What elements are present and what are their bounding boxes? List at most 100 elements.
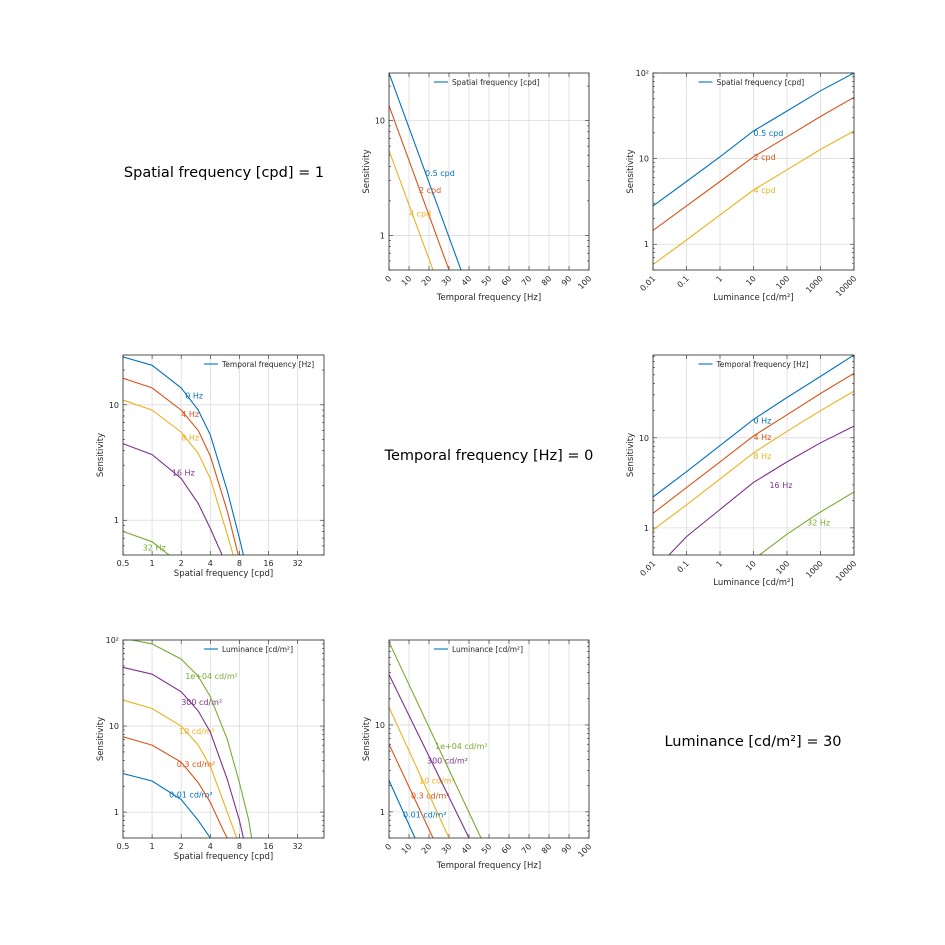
series-line-2 (123, 699, 238, 838)
x-axis-label: Luminance [cd/m²] (713, 293, 793, 303)
series-label: 4 cpd (409, 210, 431, 219)
x-tick-label: 10 (400, 842, 414, 856)
y-tick-label: 10 (639, 434, 649, 443)
y-tick-label: 10 (375, 721, 385, 730)
y-tick-label: 10 (375, 117, 385, 126)
series-label: 32 Hz (143, 544, 166, 553)
x-tick-label: 32 (293, 559, 303, 568)
legend: Luminance [cd/m²] (434, 645, 523, 654)
x-axis-label: Luminance [cd/m²] (713, 578, 793, 588)
x-tick-label: 60 (500, 274, 514, 288)
chart-sens-vs-temporal-1: 0.5 cpd 2 cpd 4 cpd 0 10 20 30 40 50 60 70 80 90 100 1… (362, 72, 593, 303)
y-tick-label: 1 (114, 808, 119, 817)
x-tick-label: 30 (440, 274, 454, 288)
axes-frame (388, 72, 590, 271)
y-tick-label: 1 (644, 524, 649, 533)
x-axis-label: Spatial frequency [cpd] (174, 569, 273, 579)
legend: Temporal frequency [Hz] (204, 360, 314, 369)
series-label: 16 Hz (769, 481, 792, 490)
x-tick-label: 8 (237, 559, 242, 568)
x-tick-label: 10 (400, 274, 414, 288)
x-axis-label: Spatial frequency [cpd] (174, 852, 273, 862)
series-label: 0 Hz (185, 392, 203, 401)
x-tick-label: 1 (714, 559, 724, 569)
series-label: 0.01 cd/m² (169, 791, 213, 800)
x-tick-label: 10000 (834, 559, 858, 583)
x-axis-label: Temporal frequency [Hz] (436, 861, 541, 871)
x-tick-label: 100 (576, 274, 593, 291)
series-line-2 (653, 130, 854, 265)
y-tick-label: 10 (109, 722, 119, 731)
series-label: 10 cd/m² (179, 727, 215, 736)
series-line-3 (389, 674, 470, 838)
fixed-temporal-frequency-label: Temporal frequency [Hz] = 0 (384, 448, 594, 464)
y-tick-label: 1 (644, 240, 649, 249)
y-axis-label: Sensitivity (96, 433, 106, 477)
y-tick-label: 1 (380, 231, 385, 240)
series-label: 1e+04 cd/m² (435, 742, 488, 751)
series-line-4 (129, 640, 253, 838)
x-tick-label: 100 (774, 559, 791, 576)
x-tick-label: 100 (774, 274, 791, 291)
y-axis-label: Sensitivity (626, 433, 636, 477)
x-tick-label: 10 (744, 559, 758, 573)
series-label: 0.3 cd/m² (177, 760, 215, 769)
x-tick-label: 0.1 (676, 559, 691, 574)
x-tick-label: 16 (263, 842, 273, 851)
x-tick-label: 2 (179, 842, 184, 851)
series-line-2 (653, 390, 854, 531)
axes-frame (652, 354, 855, 556)
x-tick-label: 90 (560, 274, 574, 288)
x-tick-label: 90 (560, 842, 574, 856)
series-label: 0 Hz (754, 417, 772, 426)
x-tick-label: 10 (744, 274, 758, 288)
series-label: 1e+04 cd/m² (185, 672, 238, 681)
x-tick-label: 4 (208, 842, 213, 851)
series-line-2 (123, 399, 234, 555)
series-label: 0.01 cd/m² (403, 811, 447, 820)
x-tick-label: 1 (714, 274, 724, 284)
series-line-1 (653, 372, 854, 514)
axes-frame (652, 72, 855, 271)
series-line-1 (389, 105, 450, 270)
x-tick-label: 8 (237, 842, 242, 851)
legend: Luminance [cd/m²] (204, 645, 293, 654)
x-tick-label: 70 (520, 274, 534, 288)
x-tick-label: 0.5 (117, 842, 130, 851)
series-line-1 (653, 96, 854, 231)
series-line-0 (389, 780, 416, 838)
y-axis-label: Sensitivity (362, 717, 372, 761)
series-line-2 (389, 150, 434, 270)
x-tick-label: 20 (420, 842, 434, 856)
y-tick-label: 1 (114, 516, 119, 525)
series-label: 8 Hz (754, 452, 772, 461)
x-tick-label: 1 (150, 559, 155, 568)
fixed-spatial-frequency-label: Spatial frequency [cpd] = 1 (123, 165, 325, 181)
x-tick-label: 30 (440, 842, 454, 856)
x-tick-label: 10000 (834, 274, 858, 298)
x-tick-label: 16 (263, 559, 273, 568)
x-tick-label: 4 (208, 559, 213, 568)
series-line-3 (123, 443, 223, 555)
x-tick-label: 1000 (804, 274, 825, 295)
series-label: 32 Hz (807, 518, 830, 527)
x-tick-label: 20 (420, 274, 434, 288)
fixed-luminance-label: Luminance [cd/m²] = 30 (664, 734, 842, 750)
x-tick-label: 1000 (804, 559, 825, 580)
y-axis-label: Sensitivity (96, 717, 106, 761)
legend: Spatial frequency [cpd] (434, 78, 540, 87)
x-tick-label: 50 (480, 274, 494, 288)
series-line-4 (759, 491, 854, 555)
x-tick-label: 60 (500, 842, 514, 856)
series-line-0 (389, 73, 462, 270)
x-tick-label: 0 (383, 274, 393, 284)
y-tick-label: 1 (380, 808, 385, 817)
x-tick-label: 80 (540, 842, 554, 856)
legend-title: Spatial frequency [cpd] (717, 78, 805, 87)
series-line-0 (653, 73, 854, 207)
y-axis-label: Sensitivity (362, 149, 372, 193)
legend-title: Temporal frequency [Hz] (221, 360, 314, 369)
series-label: 8 Hz (181, 434, 199, 443)
